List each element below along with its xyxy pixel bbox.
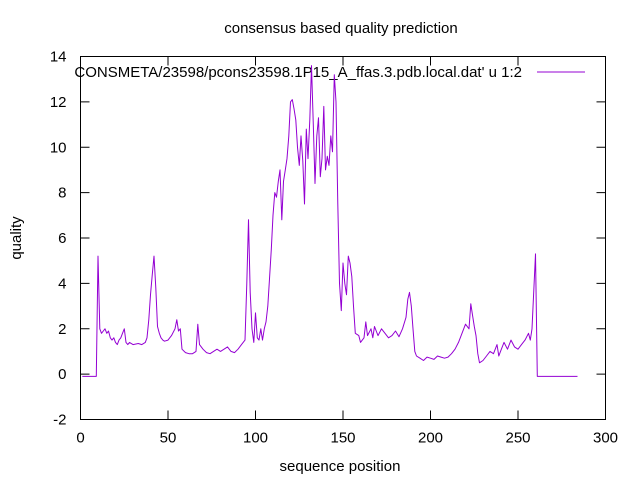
x-tick-label: 100 bbox=[243, 430, 268, 447]
x-axis-label: sequence position bbox=[280, 458, 401, 475]
y-tick-label: 2 bbox=[58, 321, 66, 338]
x-tick-label: 50 bbox=[160, 430, 177, 447]
x-tick-label: 0 bbox=[76, 430, 84, 447]
y-tick-label: 4 bbox=[58, 275, 66, 292]
x-tick-label: 150 bbox=[330, 430, 355, 447]
x-tick-label: 200 bbox=[418, 430, 443, 447]
chart-title: consensus based quality prediction bbox=[224, 20, 457, 37]
series-line bbox=[82, 65, 578, 377]
legend-label: CONSMETA/23598/pcons23598.1P15_A_ffas.3.… bbox=[74, 64, 522, 81]
y-tick-label: 12 bbox=[50, 94, 67, 111]
y-tick-label: 10 bbox=[50, 139, 67, 156]
y-tick-label: 8 bbox=[58, 185, 66, 202]
y-tick-label: 0 bbox=[58, 366, 66, 383]
x-tick-label: 250 bbox=[505, 430, 530, 447]
y-tick-label: 6 bbox=[58, 230, 66, 247]
y-axis-label: quality bbox=[8, 216, 25, 260]
plot-area-frame bbox=[80, 56, 606, 420]
y-tick-label: -2 bbox=[53, 412, 66, 429]
y-axis-ticks: -2 0 2 4 6 8 10 12 14 bbox=[50, 49, 606, 429]
y-tick-label: 14 bbox=[50, 49, 67, 66]
x-axis-ticks: 0 50 100 150 200 250 300 bbox=[76, 56, 618, 447]
x-tick-label: 300 bbox=[593, 430, 618, 447]
